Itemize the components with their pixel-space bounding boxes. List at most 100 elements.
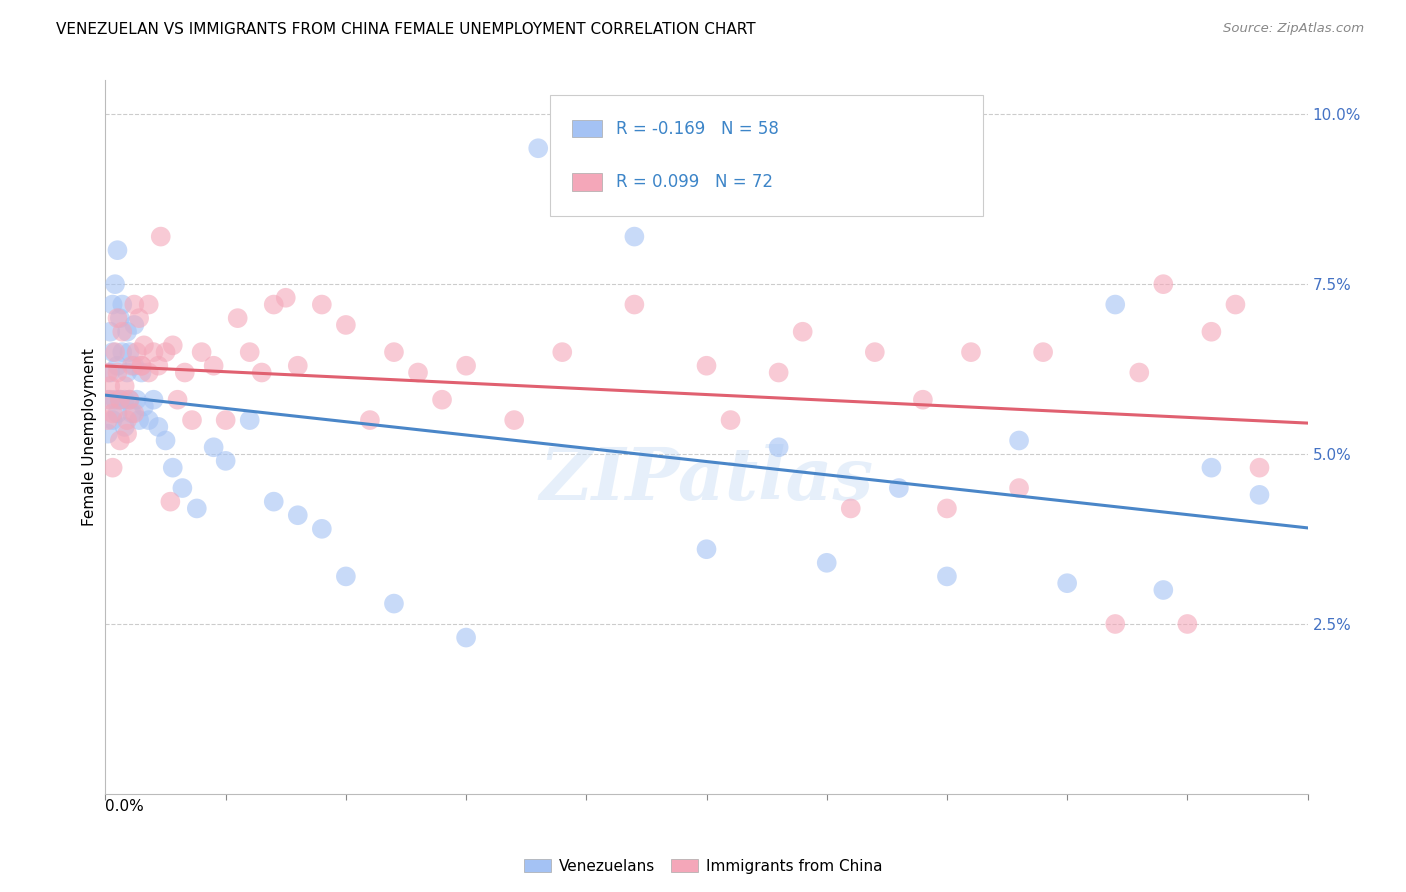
Text: 0.0%: 0.0% [105,799,145,814]
Point [155,434,177,448]
Point [1008,481,1031,495]
Point [1104,617,1126,632]
Point [311,297,333,311]
Point [115,325,138,339]
Point [1008,434,1031,448]
Text: ZIPatlas: ZIPatlas [540,444,873,516]
Point [149,229,172,244]
Point [202,440,225,454]
Point [1032,345,1054,359]
Point [173,366,195,380]
Point [98,379,121,393]
Point [1201,325,1223,339]
Point [887,481,910,495]
Point [131,366,153,380]
FancyBboxPatch shape [550,95,983,216]
Point [155,345,177,359]
Legend: Venezuelans, Immigrants from China: Venezuelans, Immigrants from China [517,853,889,880]
Point [1249,488,1271,502]
Point [142,345,165,359]
Point [138,413,160,427]
Point [172,481,194,495]
Point [1225,297,1247,311]
Text: Source: ZipAtlas.com: Source: ZipAtlas.com [1223,22,1364,36]
Point [768,366,790,380]
Point [115,413,138,427]
Point [128,311,150,326]
Point [132,400,155,414]
Point [124,318,146,332]
Point [166,392,188,407]
Point [551,345,574,359]
Point [108,311,131,326]
Point [98,366,121,380]
Point [111,297,134,311]
Point [863,345,886,359]
Point [115,366,138,380]
Point [936,501,959,516]
Point [148,359,170,373]
Point [960,345,983,359]
Point [125,392,148,407]
Point [287,508,309,523]
Point [382,345,405,359]
Point [132,338,155,352]
Point [335,318,357,332]
Point [214,413,236,427]
Point [406,366,429,380]
Point [115,426,138,441]
Point [430,392,453,407]
Point [148,420,170,434]
Point [274,291,297,305]
Point [111,325,134,339]
Point [121,406,143,420]
Point [190,345,212,359]
Point [98,325,121,339]
Point [114,392,136,407]
Point [1128,366,1150,380]
Point [1152,277,1174,292]
Text: R = 0.099   N = 72: R = 0.099 N = 72 [616,173,773,191]
Point [118,392,141,407]
Point [101,460,124,475]
Point [118,345,141,359]
Point [101,413,124,427]
Point [104,345,127,359]
Point [125,345,148,359]
Point [114,420,136,434]
Point [214,454,236,468]
Point [104,277,127,292]
Text: R = -0.169   N = 58: R = -0.169 N = 58 [616,120,779,137]
Point [138,297,160,311]
Point [359,413,381,427]
Point [1056,576,1078,591]
Point [124,406,146,420]
Point [287,359,309,373]
Point [382,597,405,611]
Point [128,413,150,427]
Point [911,392,934,407]
Point [792,325,814,339]
Point [226,311,249,326]
Point [121,359,143,373]
FancyBboxPatch shape [572,120,602,137]
Point [142,392,165,407]
Point [124,297,146,311]
Point [263,297,285,311]
Point [1175,617,1198,632]
Point [111,345,134,359]
Point [263,494,285,508]
Point [454,359,477,373]
Point [162,460,184,475]
Point [107,366,129,380]
Point [527,141,550,155]
Point [186,501,208,516]
Point [768,440,790,454]
Point [97,413,120,427]
Point [104,392,127,407]
Point [131,359,153,373]
Point [181,413,204,427]
Y-axis label: Female Unemployment: Female Unemployment [82,348,97,526]
Point [97,426,120,441]
Point [108,392,131,407]
